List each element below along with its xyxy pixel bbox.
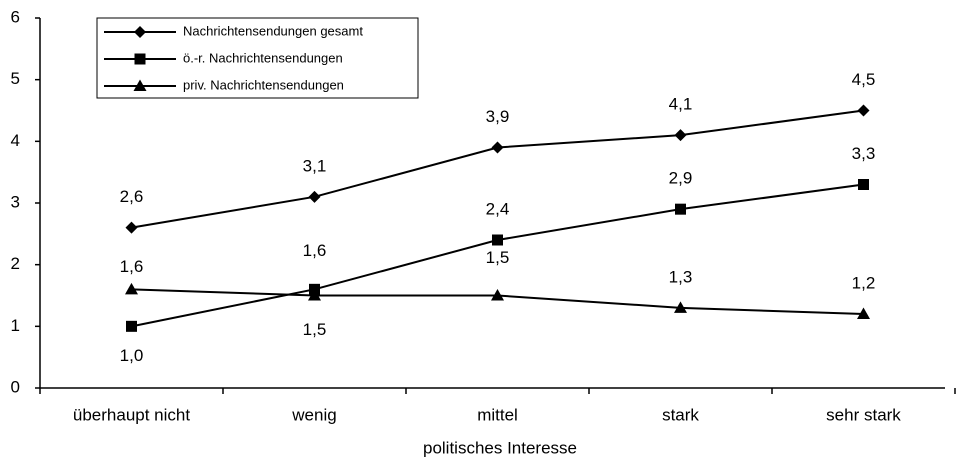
marker [674, 301, 687, 313]
legend-label: Nachrichtensendungen gesamt [183, 23, 363, 38]
x-axis-title: politisches Interesse [423, 438, 577, 457]
marker [134, 26, 146, 38]
marker [125, 221, 138, 234]
y-tick-label: 2 [11, 254, 20, 273]
data-label: 1,5 [486, 248, 510, 267]
y-tick-label: 1 [11, 316, 20, 335]
marker [858, 179, 869, 190]
marker [857, 307, 870, 319]
y-tick-label: 5 [11, 69, 20, 88]
legend-label: priv. Nachrichtensendungen [183, 77, 344, 92]
marker [133, 79, 147, 91]
marker [674, 129, 687, 142]
data-label: 1,0 [120, 346, 144, 365]
legend-label: ö.-r. Nachrichtensendungen [183, 50, 343, 65]
marker [675, 203, 686, 215]
data-label: 2,4 [486, 199, 510, 218]
y-tick-label: 6 [11, 7, 20, 26]
marker [491, 141, 504, 154]
data-label: 3,1 [303, 156, 327, 175]
marker [125, 282, 138, 295]
marker [857, 104, 870, 117]
data-label: 1,3 [669, 267, 693, 286]
x-tick-label: sehr stark [826, 405, 901, 424]
y-tick-label: 3 [11, 192, 20, 211]
data-label: 3,3 [852, 144, 876, 163]
x-tick-label: wenig [291, 405, 336, 424]
data-label: 4,1 [669, 95, 693, 114]
marker [308, 190, 321, 203]
data-label: 2,9 [669, 169, 693, 188]
x-tick-label: mittel [477, 405, 518, 424]
data-label: 1,5 [303, 320, 327, 339]
x-tick-label: stark [662, 405, 699, 424]
data-label: 4,5 [852, 70, 876, 89]
y-tick-label: 4 [11, 131, 20, 150]
data-label: 1,2 [852, 273, 876, 292]
marker [126, 320, 137, 332]
marker [491, 289, 504, 301]
y-tick-label: 0 [11, 377, 20, 396]
data-label: 1,6 [120, 257, 144, 276]
x-tick-label: überhaupt nicht [73, 405, 190, 424]
legend: Nachrichtensendungen gesamt ö.-r. Nachric… [96, 17, 419, 99]
data-label: 1,6 [303, 241, 327, 260]
marker [492, 234, 503, 246]
data-label: 3,9 [486, 107, 510, 126]
marker [134, 53, 146, 65]
marker [308, 289, 321, 301]
data-label: 2,6 [120, 187, 144, 206]
